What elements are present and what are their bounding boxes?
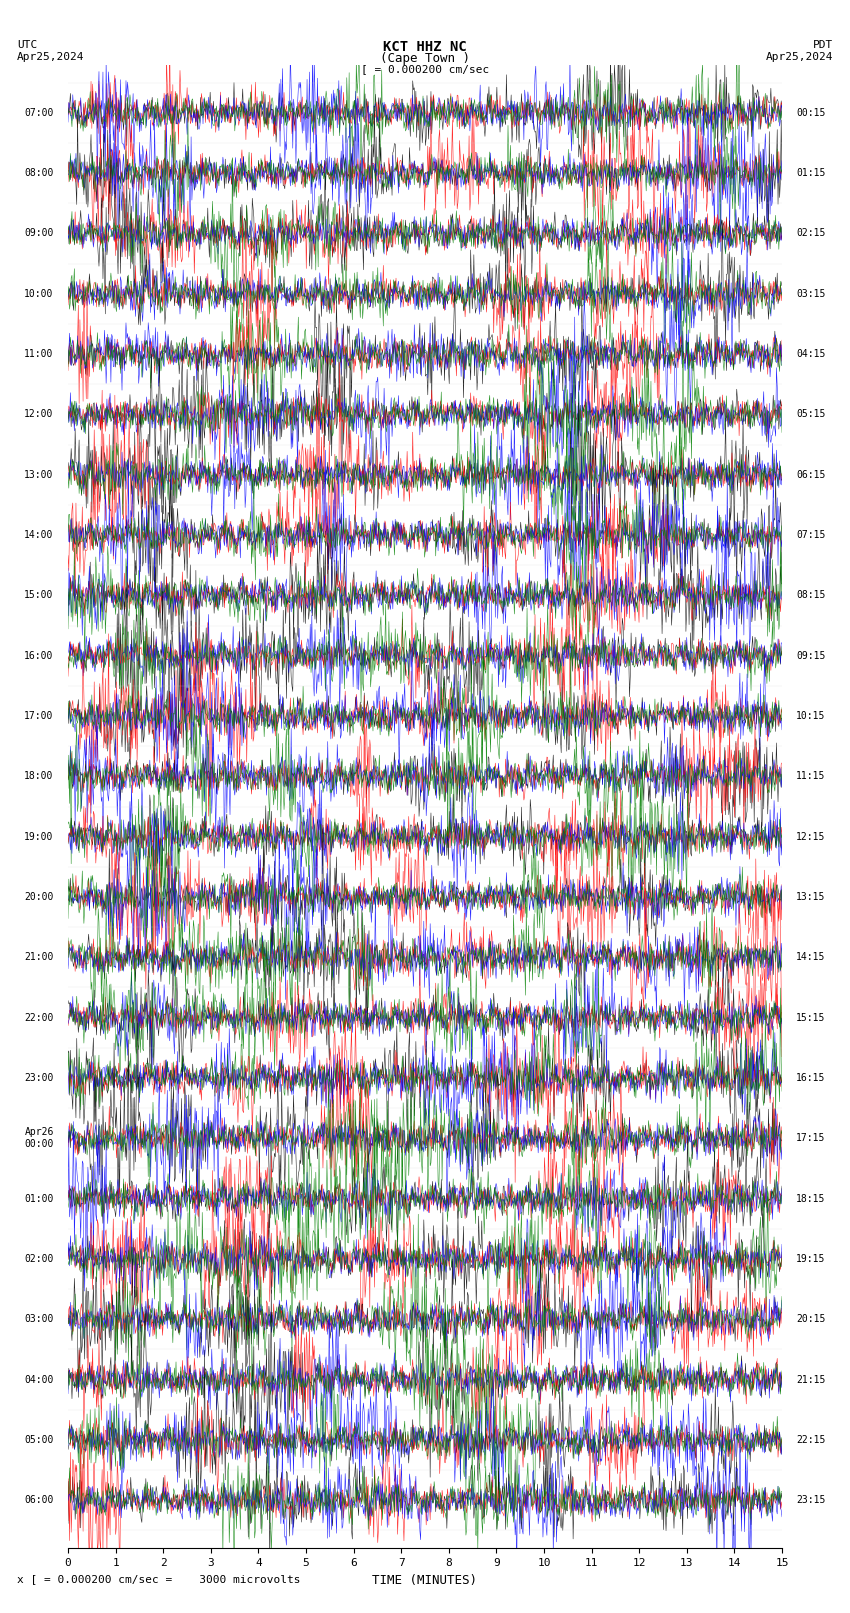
Text: 22:15: 22:15 xyxy=(796,1436,825,1445)
Text: [ = 0.000200 cm/sec: [ = 0.000200 cm/sec xyxy=(361,65,489,74)
Text: 11:00: 11:00 xyxy=(25,348,54,360)
Text: 20:15: 20:15 xyxy=(796,1315,825,1324)
Text: 13:00: 13:00 xyxy=(25,469,54,479)
Text: Apr25,2024: Apr25,2024 xyxy=(17,52,84,61)
Text: 14:15: 14:15 xyxy=(796,952,825,963)
Text: 13:15: 13:15 xyxy=(796,892,825,902)
Text: 05:15: 05:15 xyxy=(796,410,825,419)
Text: 14:00: 14:00 xyxy=(25,531,54,540)
Text: 09:00: 09:00 xyxy=(25,229,54,239)
Text: 17:00: 17:00 xyxy=(25,711,54,721)
Text: 10:15: 10:15 xyxy=(796,711,825,721)
Text: 18:15: 18:15 xyxy=(796,1194,825,1203)
Text: 18:00: 18:00 xyxy=(25,771,54,781)
Text: 09:15: 09:15 xyxy=(796,650,825,661)
Text: 21:00: 21:00 xyxy=(25,952,54,963)
Text: 07:15: 07:15 xyxy=(796,531,825,540)
Text: 20:00: 20:00 xyxy=(25,892,54,902)
Text: 23:00: 23:00 xyxy=(25,1073,54,1082)
Text: 15:15: 15:15 xyxy=(796,1013,825,1023)
Text: KCT HHZ NC: KCT HHZ NC xyxy=(383,40,467,55)
Text: Apr25,2024: Apr25,2024 xyxy=(766,52,833,61)
Text: 22:00: 22:00 xyxy=(25,1013,54,1023)
Text: 08:00: 08:00 xyxy=(25,168,54,177)
Text: 08:15: 08:15 xyxy=(796,590,825,600)
Text: 04:00: 04:00 xyxy=(25,1374,54,1384)
Text: 16:15: 16:15 xyxy=(796,1073,825,1082)
Text: x [ = 0.000200 cm/sec =    3000 microvolts: x [ = 0.000200 cm/sec = 3000 microvolts xyxy=(17,1574,301,1584)
Text: 02:00: 02:00 xyxy=(25,1253,54,1265)
Text: UTC: UTC xyxy=(17,40,37,50)
Text: 06:00: 06:00 xyxy=(25,1495,54,1505)
Text: 12:00: 12:00 xyxy=(25,410,54,419)
Text: 00:15: 00:15 xyxy=(796,108,825,118)
Text: 19:00: 19:00 xyxy=(25,832,54,842)
Text: 05:00: 05:00 xyxy=(25,1436,54,1445)
Text: 16:00: 16:00 xyxy=(25,650,54,661)
Text: 12:15: 12:15 xyxy=(796,832,825,842)
Text: 19:15: 19:15 xyxy=(796,1253,825,1265)
Text: 02:15: 02:15 xyxy=(796,229,825,239)
Text: 03:00: 03:00 xyxy=(25,1315,54,1324)
Text: 10:00: 10:00 xyxy=(25,289,54,298)
Text: 01:15: 01:15 xyxy=(796,168,825,177)
Text: 07:00: 07:00 xyxy=(25,108,54,118)
Text: 11:15: 11:15 xyxy=(796,771,825,781)
Text: 01:00: 01:00 xyxy=(25,1194,54,1203)
Text: 06:15: 06:15 xyxy=(796,469,825,479)
Text: 21:15: 21:15 xyxy=(796,1374,825,1384)
Text: PDT: PDT xyxy=(813,40,833,50)
Text: 04:15: 04:15 xyxy=(796,348,825,360)
Text: 17:15: 17:15 xyxy=(796,1134,825,1144)
Text: 15:00: 15:00 xyxy=(25,590,54,600)
Text: (Cape Town ): (Cape Town ) xyxy=(380,52,470,65)
Text: 23:15: 23:15 xyxy=(796,1495,825,1505)
Text: Apr26
00:00: Apr26 00:00 xyxy=(25,1127,54,1148)
X-axis label: TIME (MINUTES): TIME (MINUTES) xyxy=(372,1574,478,1587)
Text: 03:15: 03:15 xyxy=(796,289,825,298)
